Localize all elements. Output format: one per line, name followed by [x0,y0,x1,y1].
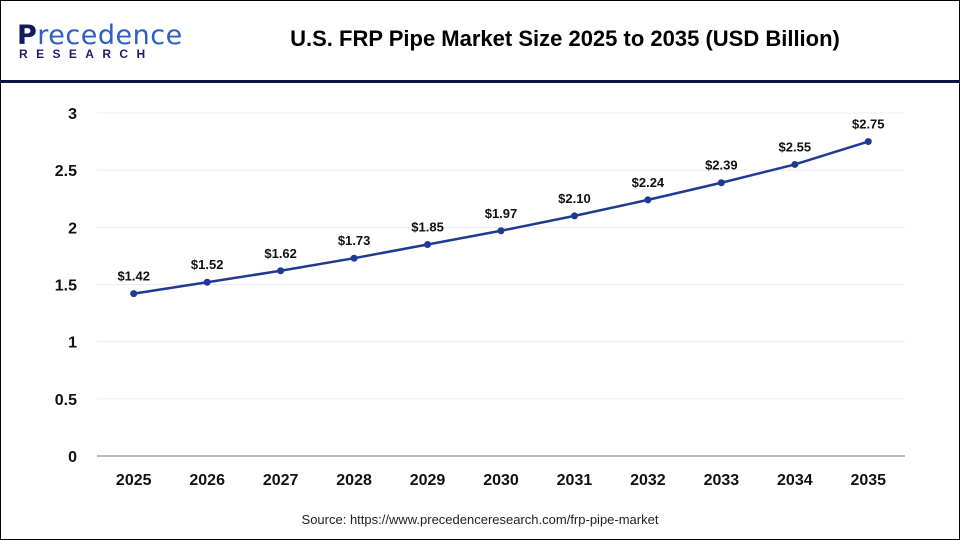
data-label: $1.85 [411,219,444,234]
data-label: $1.97 [485,206,518,221]
x-tick-label: 2032 [630,472,666,489]
y-tick-label: 1.5 [55,278,77,295]
x-tick-label: 2030 [483,472,519,489]
data-label: $2.10 [558,191,591,206]
header: Precedence RESEARCH U.S. FRP Pipe Market… [0,0,960,83]
data-label: $1.62 [264,246,297,261]
data-point [203,278,211,286]
y-tick-label: 1 [68,335,77,352]
x-tick-label: 2029 [410,472,446,489]
data-label: $2.39 [705,158,738,173]
y-tick-label: 2.5 [55,163,77,180]
data-label: $1.73 [338,233,371,248]
x-tick-label: 2025 [116,472,152,489]
x-tick-label: 2035 [850,472,886,489]
logo: Precedence RESEARCH [17,20,183,61]
data-point [717,179,725,187]
x-tick-label: 2027 [263,472,299,489]
y-tick-label: 0.5 [55,392,77,409]
x-tick-label: 2026 [189,472,225,489]
data-label: $2.75 [852,117,885,132]
x-tick-label: 2031 [557,472,593,489]
y-tick-label: 3 [68,106,77,123]
data-label: $2.24 [632,175,665,190]
data-point [570,212,578,220]
data-point [791,160,799,168]
data-point [277,267,285,275]
data-point [644,196,652,204]
data-label: $1.42 [117,269,150,284]
x-tick-label: 2033 [704,472,740,489]
data-point [497,227,505,235]
data-label: $2.55 [779,139,812,154]
y-tick-label: 0 [68,449,77,466]
source-note: Source: https://www.precedenceresearch.c… [301,512,659,527]
data-point [350,254,358,262]
y-tick-label: 2 [68,220,77,237]
x-tick-label: 2028 [336,472,372,489]
data-point [424,240,432,248]
data-point [130,290,138,298]
chart-title: U.S. FRP Pipe Market Size 2025 to 2035 (… [290,26,840,51]
data-label: $1.52 [191,257,224,272]
x-tick-label: 2034 [777,472,813,489]
data-point [864,138,872,146]
